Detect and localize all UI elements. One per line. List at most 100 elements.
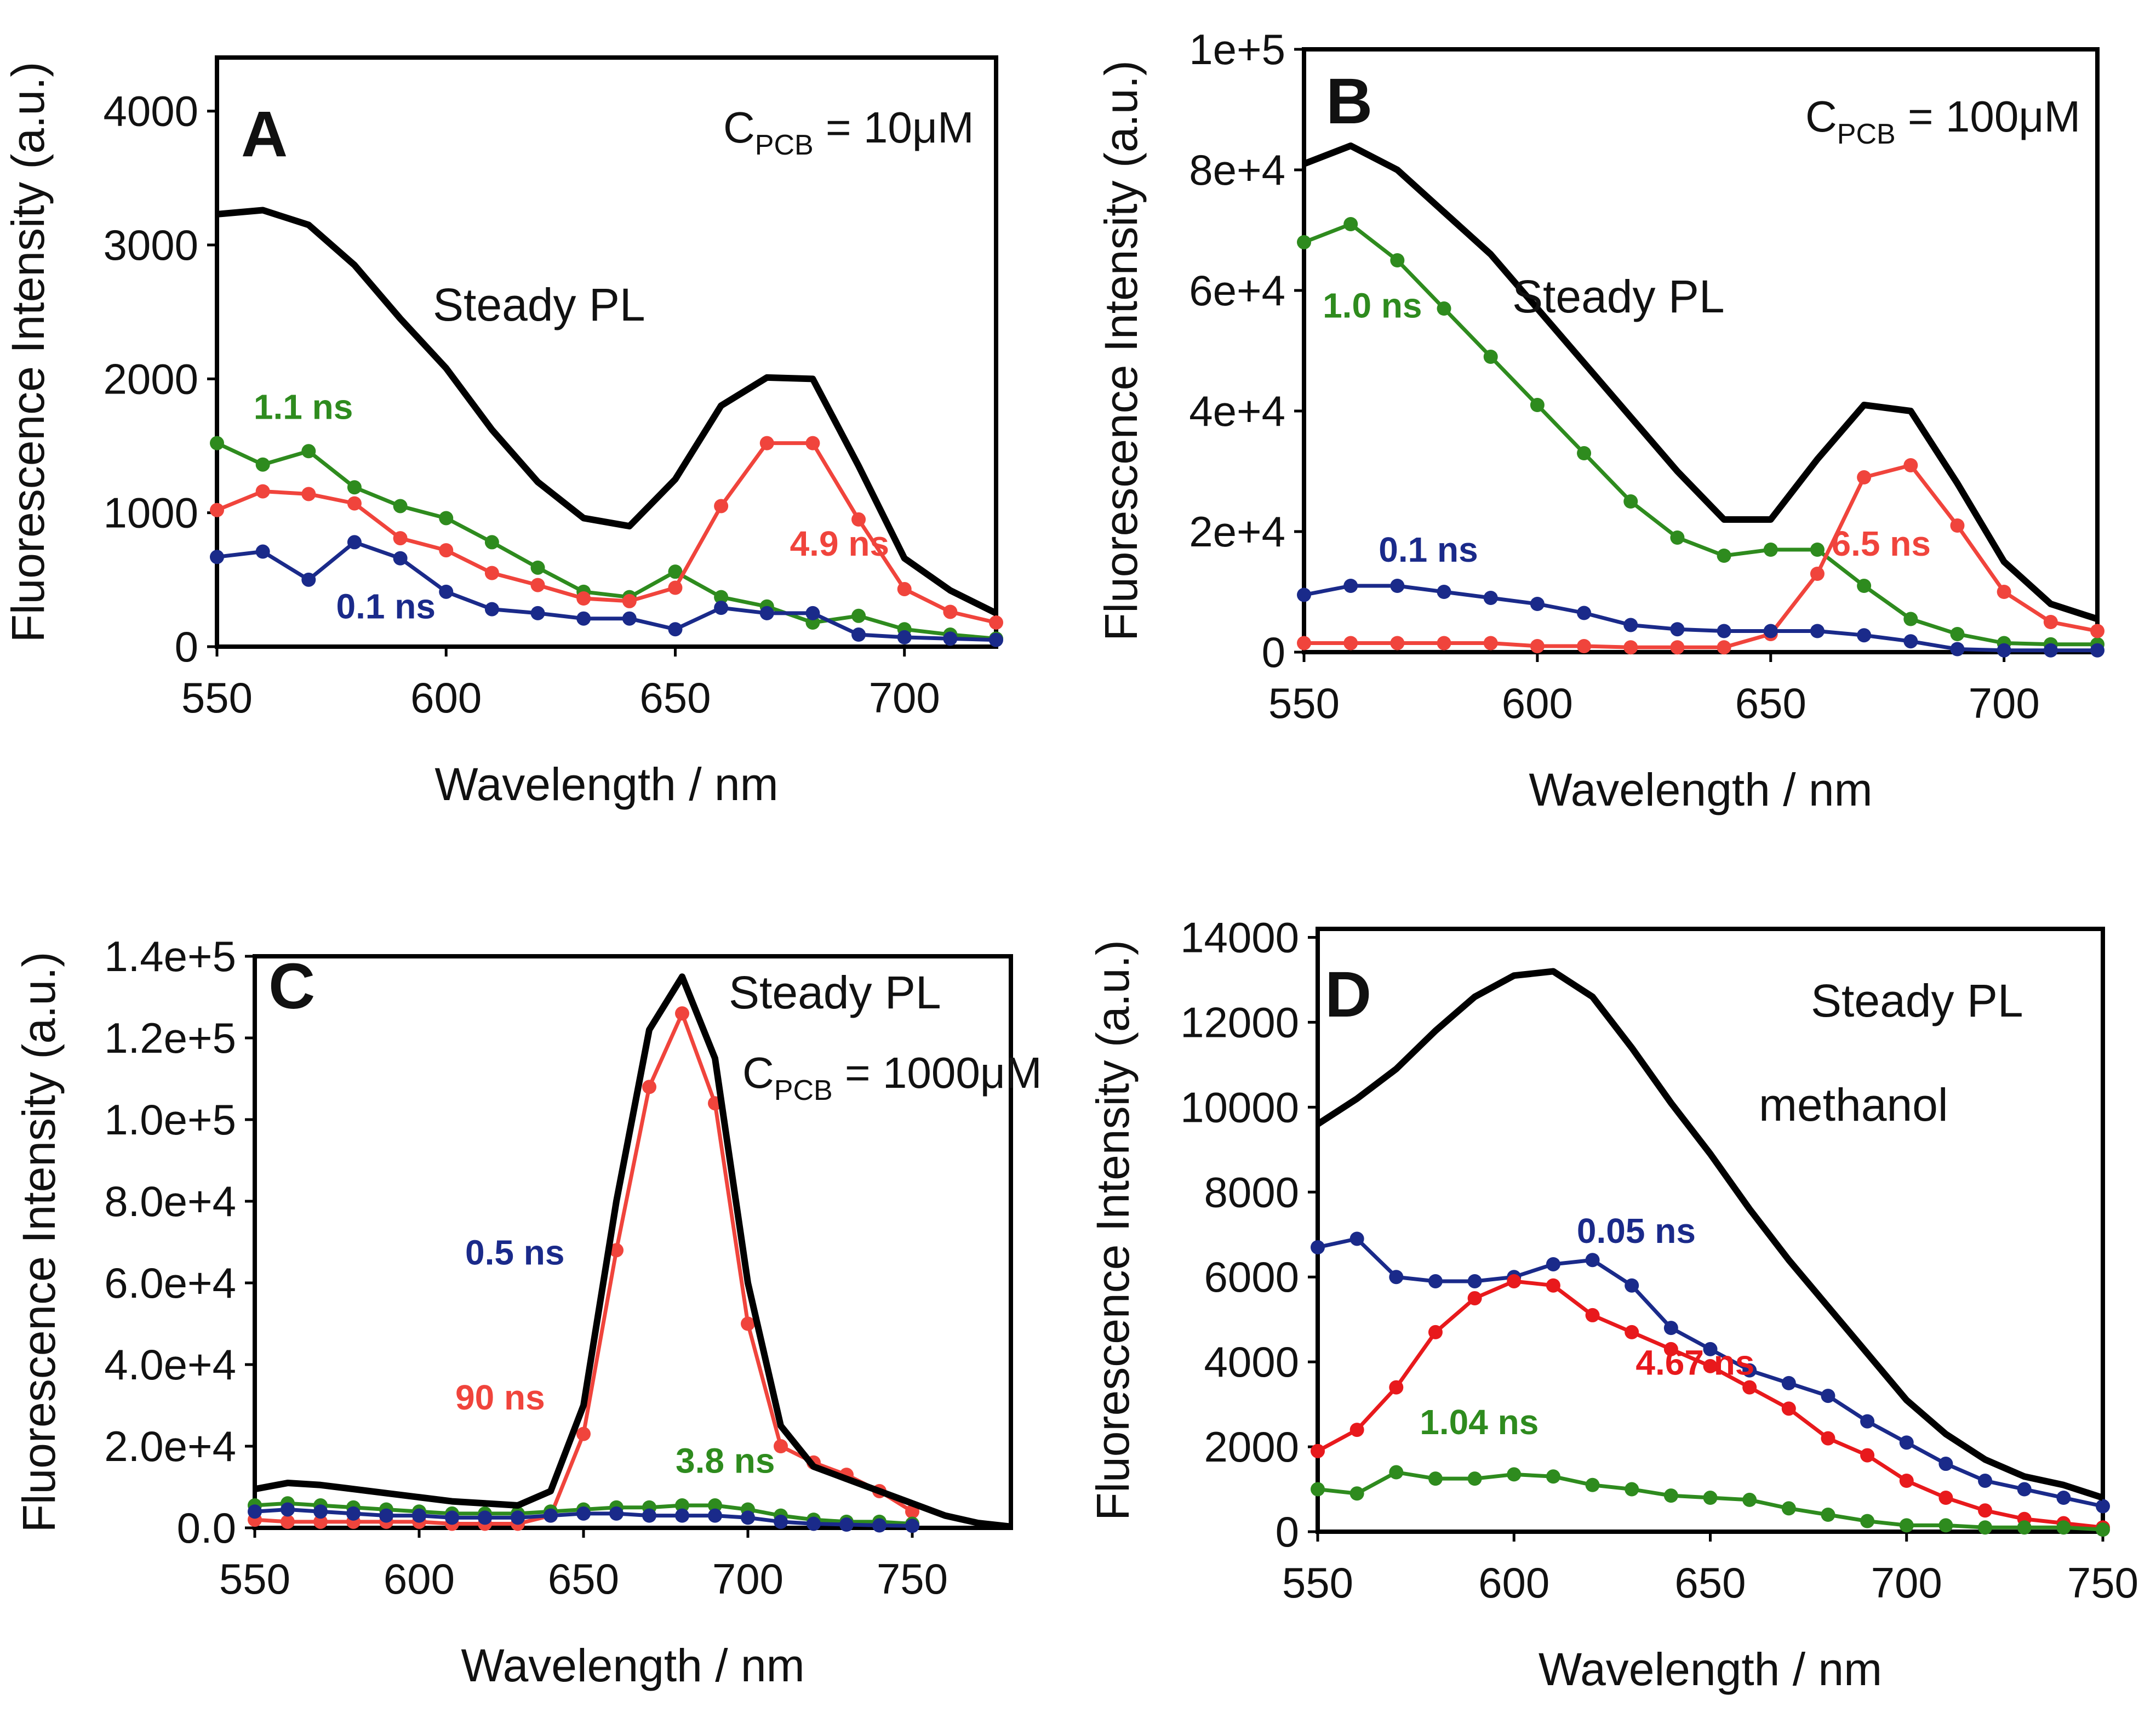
data-point [1623, 618, 1638, 632]
x-tick-label: 650 [1735, 679, 1806, 727]
data-point [210, 503, 224, 517]
panel-letter: D [1325, 958, 1371, 1031]
data-point [1390, 579, 1405, 593]
data-point [347, 480, 362, 495]
data-point [741, 1510, 755, 1525]
data-point [1978, 1503, 1993, 1518]
data-point [301, 444, 316, 459]
data-point [1349, 1486, 1364, 1501]
series-label: 4.67 ns [1635, 1343, 1754, 1382]
data-point [1857, 628, 1872, 643]
y-tick-label: 2000 [1204, 1423, 1299, 1471]
series-label: 0.05 ns [1577, 1211, 1696, 1251]
data-point [1978, 1474, 1993, 1488]
y-tick-label: 1.0e+5 [104, 1095, 236, 1144]
y-tick-label: 6000 [1204, 1253, 1299, 1301]
data-point [2096, 1522, 2110, 1537]
data-point [439, 584, 454, 599]
data-point [1389, 1380, 1404, 1395]
data-point [1437, 585, 1451, 599]
data-point [872, 1518, 887, 1533]
steady-pl-annotation: Steady PL [729, 967, 941, 1018]
series-1_04-ns: 1.04 ns [1311, 1402, 2110, 1537]
data-point [1428, 1325, 1443, 1339]
data-point [851, 627, 866, 642]
data-point [393, 531, 408, 546]
data-point [1389, 1270, 1404, 1285]
series-0_1-ns: 0.1 ns [1297, 530, 2104, 658]
data-point [445, 1510, 459, 1525]
data-point [484, 566, 499, 580]
data-point [1903, 612, 1918, 626]
data-point [1903, 634, 1918, 649]
data-point [347, 535, 362, 550]
series-6_5-ns: 6.5 ns [1297, 458, 2104, 655]
x-tick-label: 600 [410, 674, 482, 722]
y-tick-label: 4.0e+4 [104, 1340, 236, 1389]
panel-letter: C [268, 950, 315, 1023]
x-tick-label: 700 [869, 674, 940, 722]
y-tick-label: 8e+4 [1189, 146, 1285, 194]
data-point [1585, 1253, 1600, 1268]
conc-value: = 1000μM [833, 1048, 1042, 1097]
data-point [484, 535, 499, 550]
data-point [774, 1439, 788, 1453]
data-point [393, 551, 408, 566]
data-point [1997, 585, 2011, 599]
x-tick-label: 700 [1871, 1559, 1942, 1607]
data-point [530, 578, 545, 592]
data-point [1623, 640, 1638, 655]
series-label: 0.1 ns [1379, 530, 1478, 569]
data-point [484, 602, 499, 617]
y-tick-label: 1.4e+5 [104, 932, 236, 980]
series-label: 0.1 ns [336, 587, 435, 626]
data-point [1938, 1491, 1953, 1505]
series-label: 1.0 ns [1323, 286, 1422, 326]
data-point [708, 1498, 722, 1513]
data-point [1663, 1321, 1678, 1336]
data-point [805, 606, 820, 620]
data-point [511, 1510, 525, 1525]
data-point [393, 499, 408, 513]
data-point [1390, 253, 1405, 267]
x-tick-label: 650 [548, 1555, 619, 1603]
data-point [1742, 1363, 1757, 1378]
data-point [905, 1519, 919, 1533]
y-tick-label: 0 [1276, 1508, 1299, 1556]
series-0_1-ns: 0.1 ns [210, 535, 1003, 647]
panel-b: 550 600 650 700 0 2e+4 4e+4 6e+4 8e+4 1e+5 Wavelen… [1095, 25, 2104, 815]
data-point [1343, 579, 1358, 593]
x-tick-label: 550 [1282, 1559, 1353, 1607]
x-tick-label: 700 [712, 1555, 784, 1603]
series-label: 1.04 ns [1420, 1402, 1539, 1442]
series-label: 6.5 ns [1831, 524, 1930, 563]
data-point [1625, 1278, 1639, 1293]
data-point [943, 631, 958, 646]
series-line [1303, 584, 2097, 653]
data-point [1577, 446, 1592, 460]
series-1_0-ns: 1.0 ns [1297, 217, 2104, 652]
data-point [530, 606, 545, 620]
conc-subscript: PCB [774, 1075, 833, 1106]
x-tick-label: 550 [219, 1555, 290, 1603]
x-tick-label: 550 [1268, 679, 1340, 727]
data-point [1507, 1467, 1522, 1482]
data-point [255, 484, 270, 499]
data-point [851, 608, 866, 623]
data-point [1623, 494, 1638, 509]
data-point [1899, 1518, 1914, 1533]
data-point [1577, 606, 1592, 620]
steady-pl-line [254, 973, 1011, 1530]
data-point [609, 1243, 624, 1258]
data-point [1857, 470, 1872, 484]
data-point [609, 1506, 624, 1521]
series-line [216, 441, 997, 641]
data-point [989, 615, 1003, 630]
data-point [1311, 1240, 1325, 1254]
data-point [714, 590, 729, 604]
data-point [1978, 1520, 1993, 1535]
data-point [1343, 636, 1358, 650]
data-point [1860, 1514, 1875, 1528]
data-point [1810, 567, 1825, 581]
data-point [1530, 597, 1545, 611]
